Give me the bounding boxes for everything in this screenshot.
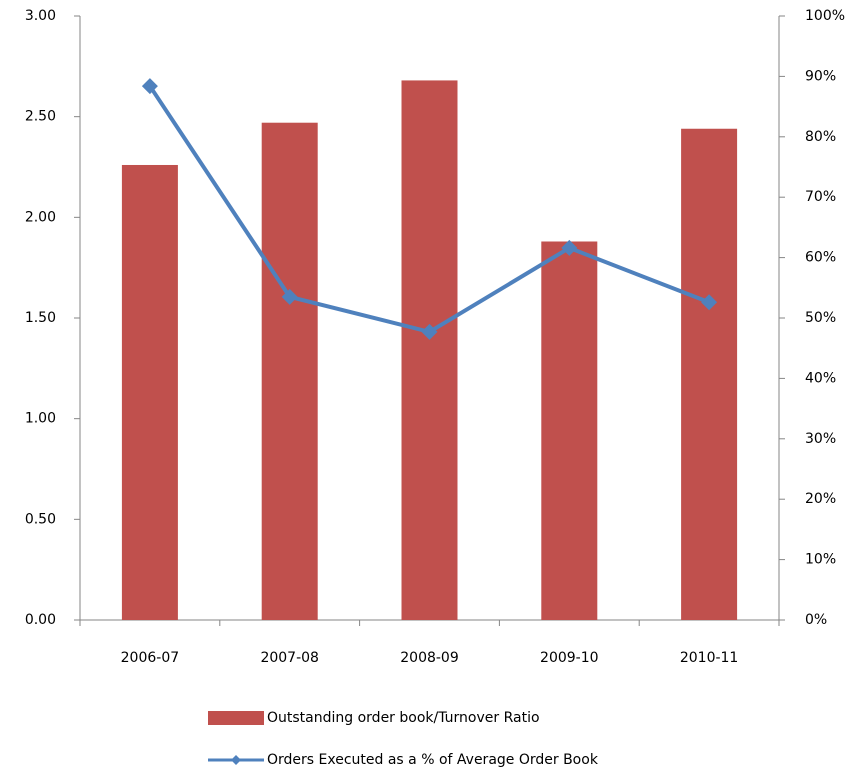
marker: [281, 288, 298, 305]
marker: [561, 239, 578, 256]
bar: [541, 241, 598, 620]
y-tick-label: 1.00: [25, 411, 56, 427]
y2-tick-label: 80%: [805, 129, 836, 145]
legend-swatch: [231, 755, 241, 765]
y-tick-label: 3.00: [25, 8, 56, 24]
y2-tick-label: 20%: [805, 491, 836, 507]
y2-tick-label: 90%: [805, 68, 836, 84]
marker: [701, 294, 718, 311]
bar: [121, 164, 178, 620]
y2-tick-label: 10%: [805, 552, 836, 568]
y2-tick-label: 60%: [805, 250, 836, 266]
legend-label: Orders Executed as a % of Average Order …: [267, 752, 599, 768]
y2-tick-label: 30%: [805, 431, 836, 447]
marker: [421, 323, 438, 340]
bar: [261, 122, 318, 620]
y-tick-label: 0.50: [25, 511, 56, 527]
legend-label: Outstanding order book/Turnover Ratio: [267, 710, 540, 726]
y2-tick-label: 40%: [805, 370, 836, 386]
y2-tick-label: 100%: [805, 8, 845, 24]
y-tick-label: 2.00: [25, 209, 56, 225]
bar: [401, 80, 458, 621]
y2-tick-label: 0%: [805, 612, 827, 628]
y-tick-label: 0.00: [25, 612, 56, 628]
y2-tick-label: 50%: [805, 310, 836, 326]
bar: [681, 128, 738, 620]
y-tick-label: 2.50: [25, 109, 56, 125]
x-tick-label: 2006-07: [121, 650, 180, 666]
x-tick-label: 2010-11: [680, 650, 739, 666]
y2-tick-label: 70%: [805, 189, 836, 205]
legend-swatch: [208, 711, 264, 725]
x-tick-label: 2009-10: [540, 650, 599, 666]
marker: [141, 78, 158, 95]
x-tick-label: 2007-08: [260, 650, 319, 666]
x-tick-label: 2008-09: [400, 650, 459, 666]
y-tick-label: 1.50: [25, 310, 56, 326]
